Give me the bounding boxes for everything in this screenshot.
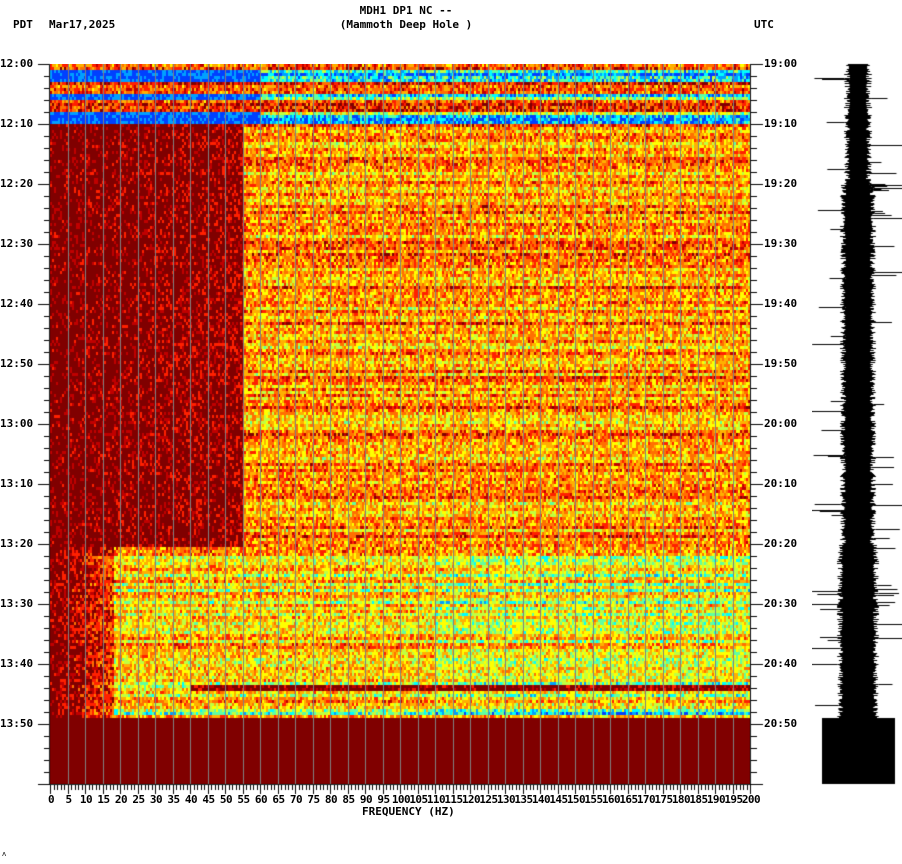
time-label-pdt: 12:50	[0, 357, 34, 370]
x-axis-title: FREQUENCY (HZ)	[362, 805, 455, 818]
time-label-utc: 20:30	[764, 597, 798, 610]
frequency-tick-label: 5	[65, 793, 72, 806]
frequency-tick-label: 175	[654, 793, 673, 806]
frequency-tick-label: 170	[636, 793, 656, 806]
frequency-tick-label: 130	[496, 793, 516, 806]
frequency-tick-label: 90	[359, 793, 373, 806]
frequency-tick-label: 50	[219, 793, 233, 806]
time-label-pdt: 12:30	[0, 237, 34, 250]
time-label-utc: 20:00	[764, 417, 798, 430]
frequency-tick-label: 35	[167, 793, 180, 806]
frequency-tick-label: 145	[549, 793, 568, 806]
footer-logo-icon: ᴧ	[2, 850, 7, 858]
frequency-tick-label: 200	[741, 793, 761, 806]
time-label-utc: 20:20	[764, 537, 798, 550]
frequency-tick-label: 65	[272, 793, 285, 806]
frequency-tick-label: 110	[426, 793, 446, 806]
time-label-pdt: 13:20	[0, 537, 34, 550]
frequency-tick-label: 165	[619, 793, 638, 806]
frequency-tick-label: 195	[724, 793, 743, 806]
frequency-tick-label: 135	[514, 793, 533, 806]
frequency-tick-label: 190	[706, 793, 726, 806]
time-label-pdt: 12:10	[0, 117, 34, 130]
time-label-utc: 19:00	[764, 57, 798, 70]
frequency-tick-label: 25	[132, 793, 145, 806]
frequency-tick-label: 155	[584, 793, 603, 806]
frequency-tick-label: 120	[461, 793, 481, 806]
frequency-tick-label: 100	[391, 793, 411, 806]
frequency-tick-label: 150	[566, 793, 586, 806]
time-label-pdt: 13:30	[0, 597, 34, 610]
time-label-utc: 20:40	[764, 657, 798, 670]
time-label-pdt: 12:00	[0, 57, 34, 70]
time-label-pdt: 12:20	[0, 177, 34, 190]
frequency-tick-label: 95	[377, 793, 390, 806]
seismogram-trace	[812, 58, 902, 786]
frequency-tick-label: 115	[444, 793, 463, 806]
frequency-tick-label: 85	[342, 793, 355, 806]
frequency-tick-label: 75	[307, 793, 320, 806]
frequency-tick-label: 60	[254, 793, 268, 806]
time-label-pdt: 13:40	[0, 657, 34, 670]
frequency-tick-label: 180	[671, 793, 691, 806]
frequency-tick-label: 40	[184, 793, 198, 806]
frequency-tick-label: 160	[601, 793, 621, 806]
frequency-tick-label: 70	[289, 793, 303, 806]
time-label-pdt: 13:00	[0, 417, 34, 430]
time-label-utc: 19:50	[764, 357, 798, 370]
time-label-utc: 19:10	[764, 117, 798, 130]
frequency-tick-label: 80	[324, 793, 338, 806]
frequency-tick-label: 20	[114, 793, 128, 806]
frequency-tick-label: 10	[79, 793, 93, 806]
frequency-tick-label: 15	[97, 793, 110, 806]
frequency-tick-label: 140	[531, 793, 551, 806]
time-label-pdt: 12:40	[0, 297, 34, 310]
time-label-utc: 19:20	[764, 177, 798, 190]
time-label-pdt: 13:10	[0, 477, 34, 490]
time-label-utc: 19:30	[764, 237, 798, 250]
time-label-utc: 19:40	[764, 297, 798, 310]
time-label-pdt: 13:50	[0, 717, 34, 730]
frequency-tick-label: 30	[149, 793, 163, 806]
time-label-utc: 20:50	[764, 717, 798, 730]
frequency-tick-label: 185	[689, 793, 708, 806]
frequency-tick-label: 105	[409, 793, 428, 806]
frequency-tick-label: 0	[47, 793, 55, 806]
frequency-tick-label: 125	[479, 793, 498, 806]
frequency-tick-label: 45	[202, 793, 215, 806]
frequency-tick-label: 55	[237, 793, 250, 806]
time-label-utc: 20:10	[764, 477, 798, 490]
